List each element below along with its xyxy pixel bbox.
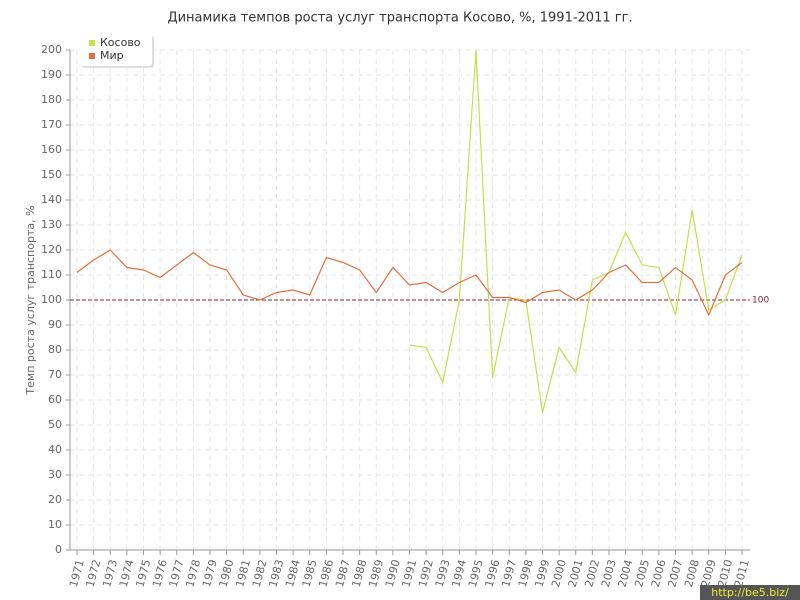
y-tick-label: 70 bbox=[48, 368, 62, 381]
y-tick-label: 20 bbox=[48, 493, 62, 506]
y-tick-label: 10 bbox=[48, 518, 62, 531]
y-tick-label: 190 bbox=[41, 68, 62, 81]
y-tick-label: 130 bbox=[41, 218, 62, 231]
y-tick-label: 110 bbox=[41, 268, 62, 281]
legend-label: Косово bbox=[100, 36, 141, 49]
legend-box bbox=[80, 34, 152, 66]
y-tick-label: 120 bbox=[41, 243, 62, 256]
legend-swatch bbox=[89, 53, 95, 59]
y-tick-label: 0 bbox=[55, 543, 62, 556]
y-tick-label: 40 bbox=[48, 443, 62, 456]
y-axis-label: Темп роста услуг транспорта, % bbox=[24, 205, 37, 395]
y-tick-label: 160 bbox=[41, 143, 62, 156]
y-tick-label: 80 bbox=[48, 343, 62, 356]
y-tick-label: 150 bbox=[41, 168, 62, 181]
legend-label: Мир bbox=[100, 49, 124, 62]
chart-title: Динамика темпов роста услуг транспорта К… bbox=[167, 11, 632, 26]
y-tick-label: 100 bbox=[41, 293, 62, 306]
x-tick-label: 2011 bbox=[732, 558, 752, 588]
y-tick-label: 50 bbox=[48, 418, 62, 431]
y-tick-label: 30 bbox=[48, 468, 62, 481]
watermark: http://be5.biz/ bbox=[711, 586, 789, 599]
series-line bbox=[76, 249, 743, 317]
y-tick-label: 180 bbox=[41, 93, 62, 106]
y-tick-label: 90 bbox=[48, 318, 62, 331]
y-tick-label: 140 bbox=[41, 193, 62, 206]
y-tick-label: 200 bbox=[41, 43, 62, 56]
y-tick-label: 170 bbox=[41, 118, 62, 131]
legend-swatch bbox=[89, 40, 95, 46]
y-tick-label: 60 bbox=[48, 393, 62, 406]
series-line bbox=[409, 49, 743, 413]
watermark-bg bbox=[700, 585, 800, 600]
reference-label: 100 bbox=[752, 296, 769, 306]
